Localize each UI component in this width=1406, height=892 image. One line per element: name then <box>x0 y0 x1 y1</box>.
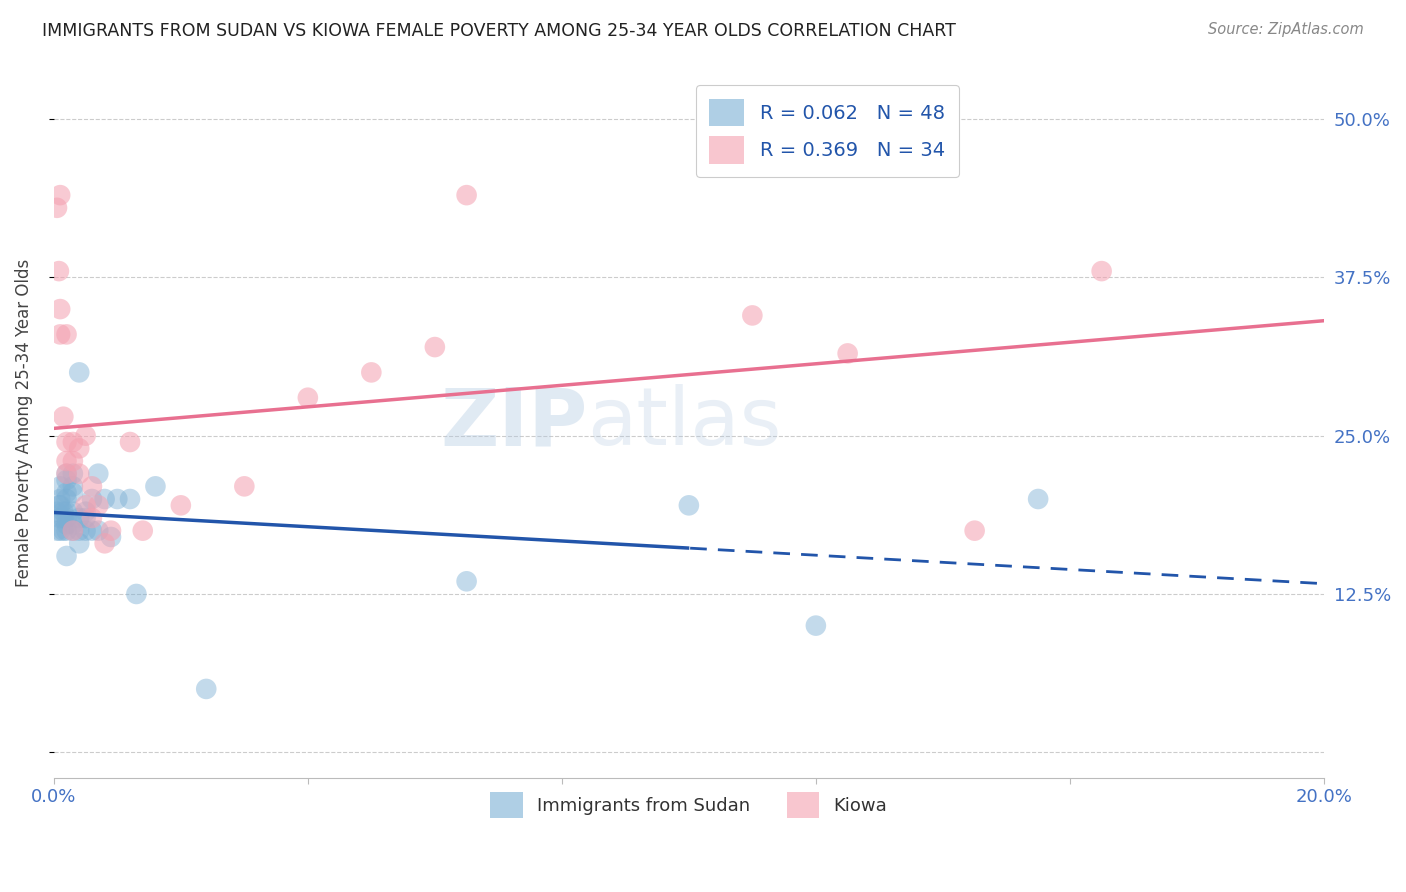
Point <box>62 435 84 450</box>
Point <box>67 511 90 525</box>
Point <box>48 264 70 278</box>
Point <box>678 499 700 513</box>
Point <box>75 499 97 513</box>
Point <box>456 574 478 589</box>
Point <box>233 479 256 493</box>
Point <box>195 681 218 696</box>
Point <box>87 499 110 513</box>
Point <box>55 549 77 563</box>
Point <box>49 499 72 513</box>
Point <box>87 524 110 538</box>
Text: atlas: atlas <box>588 384 782 462</box>
Point <box>67 365 90 379</box>
Point <box>62 479 84 493</box>
Point <box>80 524 103 538</box>
Point <box>55 435 77 450</box>
Point <box>80 511 103 525</box>
Y-axis label: Female Poverty Among 25-34 Year Olds: Female Poverty Among 25-34 Year Olds <box>15 259 32 587</box>
Point <box>49 479 72 493</box>
Point <box>55 473 77 487</box>
Point <box>125 587 148 601</box>
Point <box>118 435 141 450</box>
Point <box>46 201 69 215</box>
Point <box>100 530 122 544</box>
Point <box>52 511 75 525</box>
Point <box>55 467 77 481</box>
Point <box>75 505 97 519</box>
Point <box>456 188 478 202</box>
Point <box>52 409 75 424</box>
Point <box>145 479 167 493</box>
Point <box>55 505 77 519</box>
Point <box>48 499 70 513</box>
Point <box>118 491 141 506</box>
Point <box>55 327 77 342</box>
Point <box>49 188 72 202</box>
Point <box>741 309 763 323</box>
Point <box>52 524 75 538</box>
Point <box>1091 264 1114 278</box>
Legend: Immigrants from Sudan, Kiowa: Immigrants from Sudan, Kiowa <box>484 785 894 825</box>
Point <box>804 618 827 632</box>
Point <box>55 485 77 500</box>
Point <box>105 491 128 506</box>
Point <box>67 536 90 550</box>
Point <box>87 467 110 481</box>
Point <box>100 524 122 538</box>
Point <box>93 491 115 506</box>
Point <box>55 517 77 532</box>
Point <box>55 511 77 525</box>
Point <box>67 467 90 481</box>
Point <box>75 524 97 538</box>
Point <box>46 524 69 538</box>
Point <box>49 302 72 317</box>
Point <box>55 454 77 468</box>
Point <box>46 505 69 519</box>
Point <box>55 524 77 538</box>
Point <box>49 327 72 342</box>
Point <box>67 524 90 538</box>
Text: IMMIGRANTS FROM SUDAN VS KIOWA FEMALE POVERTY AMONG 25-34 YEAR OLDS CORRELATION : IMMIGRANTS FROM SUDAN VS KIOWA FEMALE PO… <box>42 22 956 40</box>
Point <box>75 428 97 442</box>
Point <box>49 491 72 506</box>
Point <box>170 499 193 513</box>
Point <box>132 524 155 538</box>
Point <box>49 524 72 538</box>
Text: ZIP: ZIP <box>440 384 588 462</box>
Point <box>963 524 986 538</box>
Point <box>62 467 84 481</box>
Point <box>52 505 75 519</box>
Point <box>1026 491 1049 506</box>
Point <box>62 454 84 468</box>
Point <box>62 524 84 538</box>
Point <box>55 491 77 506</box>
Point <box>62 524 84 538</box>
Point <box>423 340 446 354</box>
Point <box>49 511 72 525</box>
Point <box>62 505 84 519</box>
Point <box>93 536 115 550</box>
Point <box>67 442 90 456</box>
Point <box>55 467 77 481</box>
Point <box>297 391 319 405</box>
Point <box>62 517 84 532</box>
Point <box>62 485 84 500</box>
Text: Source: ZipAtlas.com: Source: ZipAtlas.com <box>1208 22 1364 37</box>
Point <box>837 346 859 360</box>
Point <box>360 365 382 379</box>
Point <box>80 479 103 493</box>
Point <box>80 491 103 506</box>
Point <box>75 511 97 525</box>
